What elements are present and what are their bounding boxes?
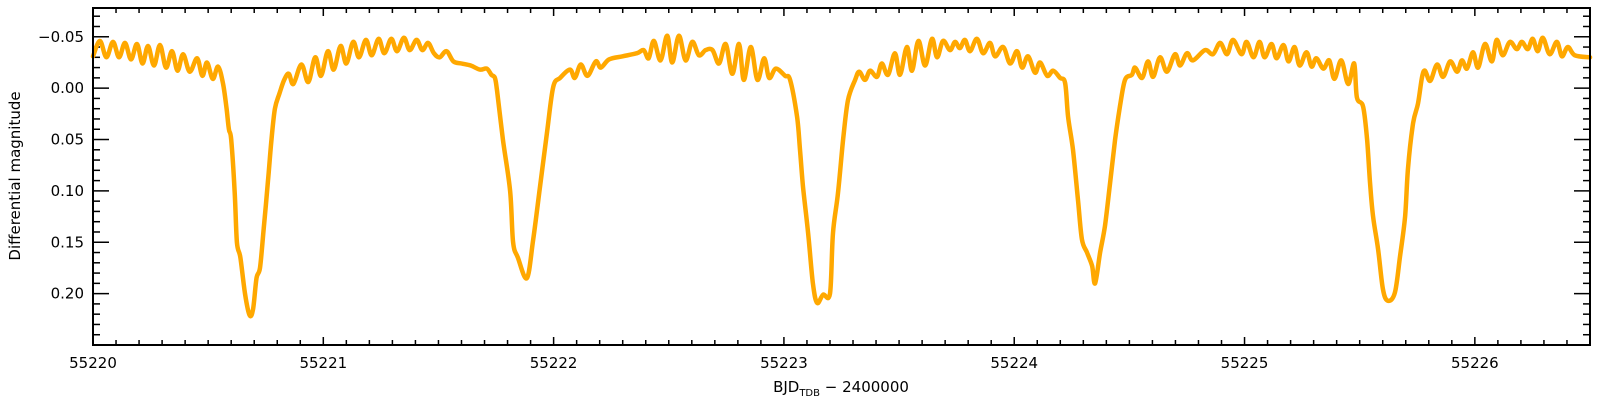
x-axis-label-suffix: − 2400000 [820, 378, 909, 396]
y-tick-label: 0.00 [51, 79, 84, 97]
x-tick-label: 55223 [760, 354, 808, 372]
x-tick-label: 55226 [1451, 354, 1499, 372]
y-tick-label: 0.15 [51, 233, 84, 251]
y-axis-label: Differential magnitude [6, 91, 24, 260]
x-axis-label-subscript: TDB [798, 388, 820, 399]
y-tick-label: 0.20 [51, 285, 84, 303]
y-tick-label: −0.05 [38, 28, 84, 46]
y-tick-labels: −0.05 0.00 0.05 0.10 0.15 0.20 [38, 28, 84, 303]
x-tick-label: 55224 [990, 354, 1038, 372]
y-tick-label: 0.10 [51, 182, 84, 200]
x-tick-label: 55225 [1221, 354, 1269, 372]
x-tick-label: 55221 [299, 354, 347, 372]
plot-frame [92, 7, 1591, 346]
light-curve-line [90, 33, 1593, 319]
x-tick-labels: 55220 55221 55222 55223 55224 55225 55226 [69, 354, 1499, 372]
x-tick-label: 55222 [530, 354, 578, 372]
x-axis-label: BJDTDB − 2400000 [773, 378, 909, 399]
x-tick-label: 55220 [69, 354, 117, 372]
y-tick-label: 0.05 [51, 131, 84, 149]
